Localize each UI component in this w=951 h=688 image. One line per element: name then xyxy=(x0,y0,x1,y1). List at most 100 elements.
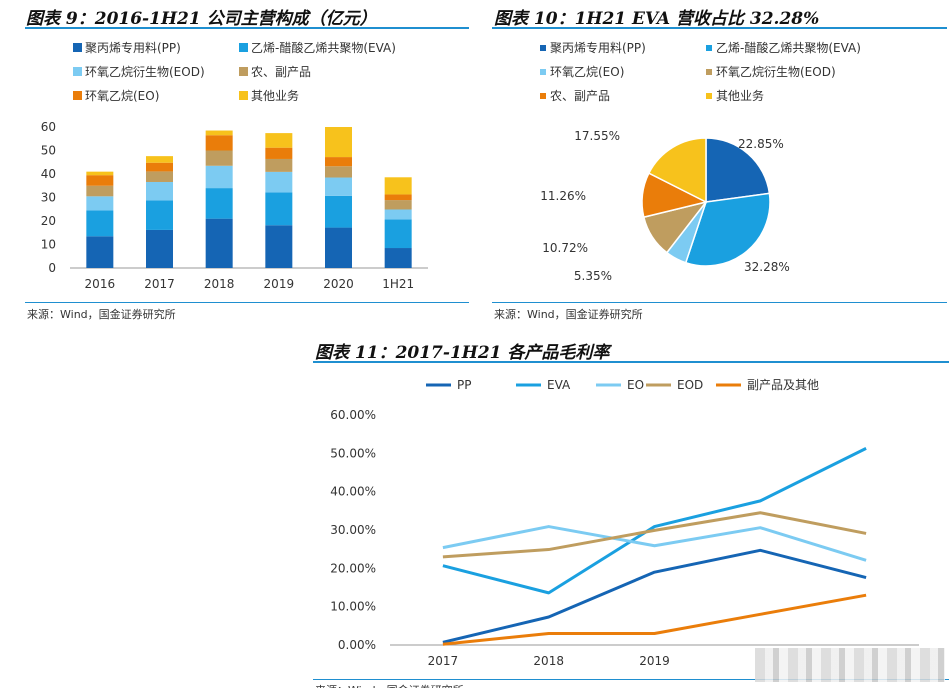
fig9-bar-2017-5 xyxy=(146,156,173,163)
fig9-legend-swatch-3 xyxy=(239,67,248,76)
fig10-slice-1 xyxy=(684,192,771,267)
fig9-title: 图表 9：2016-1H21 公司主营构成（亿元） xyxy=(26,9,377,29)
fig9-bar-2018-2 xyxy=(205,165,233,189)
fig9-bar-2019-1 xyxy=(265,192,293,226)
fig10-pie-chart: 聚丙烯专用料(PP) 乙烯-醋酸乙烯共聚物(EVA) 环氧乙烷(EO) 环氧乙烷衍生物… xyxy=(540,40,861,283)
fig9-bar-2019-4 xyxy=(265,147,293,159)
fig9-top-rule xyxy=(25,27,469,29)
fig9-bar-2016-2 xyxy=(86,196,114,211)
watermark-blur xyxy=(755,648,945,682)
fig9-ytick-6: 60 xyxy=(41,120,56,134)
fig9-bar-2020-5 xyxy=(325,127,352,158)
fig9-ytick-2: 20 xyxy=(41,214,56,228)
fig10-legend-swatch-0 xyxy=(540,45,546,51)
fig11-legend-label-1: EVA xyxy=(547,378,571,392)
fig10-legend-swatch-5 xyxy=(706,93,712,99)
fig9-bar-2017-4 xyxy=(146,162,173,172)
fig9-bar-2017-2 xyxy=(146,181,173,201)
fig9-bar-2016-5 xyxy=(86,171,114,176)
fig9-legend-swatch-5 xyxy=(239,91,248,100)
fig9-bar-2020-1 xyxy=(325,195,352,228)
fig10-legend-swatch-3 xyxy=(706,69,712,75)
fig9-ytick-5: 50 xyxy=(41,144,56,158)
fig10-slice-5 xyxy=(647,137,707,204)
fig9-bar-2018-3 xyxy=(205,150,233,166)
fig11-series-EOD xyxy=(442,511,867,559)
fig9-bar-2019-0 xyxy=(265,225,293,268)
fig9-ytick-4: 40 xyxy=(41,167,56,181)
fig9-legend-label-4: 环氧乙烷(EO) xyxy=(85,89,159,103)
fig11-top-rule xyxy=(313,361,949,363)
fig9-legend-label-2: 环氧乙烷衍生物(EOD) xyxy=(85,65,205,79)
fig9-xtick-5: 1H21 xyxy=(382,277,414,291)
fig9-bar-2018-1 xyxy=(205,188,233,219)
fig9-bar-2019-5 xyxy=(265,133,293,148)
fig9-legend-swatch-1 xyxy=(239,43,248,52)
fig10-legend-label-4: 农、副产品 xyxy=(550,89,610,103)
fig10-slice-label-4: 11.26% xyxy=(540,189,586,203)
fig9-xtick-0: 2016 xyxy=(85,277,116,291)
fig9-bar-2020-3 xyxy=(325,166,352,178)
fig9-bar-2017-0 xyxy=(146,229,173,268)
fig11-legend-label-4: 副产品及其他 xyxy=(747,378,819,392)
fig9-bar-2018-4 xyxy=(205,135,233,151)
fig9-bar-2016-0 xyxy=(86,236,114,268)
fig11-ytick-3: 30.00% xyxy=(330,523,376,537)
fig9-xtick-4: 2020 xyxy=(323,277,354,291)
fig10-slice-label-2: 5.35% xyxy=(574,269,612,283)
fig11-ytick-5: 50.00% xyxy=(330,446,376,460)
fig9-legend-swatch-2 xyxy=(73,67,82,76)
fig10-slice-label-5: 17.55% xyxy=(574,129,620,143)
fig9-source: 来源：Wind，国金证券研究所 xyxy=(27,308,176,321)
fig11-ytick-1: 10.00% xyxy=(330,600,376,614)
fig9-legend-label-3: 农、副产品 xyxy=(251,65,311,79)
fig9-bar-2016-4 xyxy=(86,175,114,186)
fig10-slice-label-0: 22.85% xyxy=(738,137,784,151)
fig9-legend-label-5: 其他业务 xyxy=(251,88,299,103)
fig9-xtick-3: 2019 xyxy=(264,277,295,291)
fig10-legend-label-0: 聚丙烯专用料(PP) xyxy=(550,40,646,55)
fig11-series-PP xyxy=(442,548,867,644)
fig9-stacked-bar-chart: 聚丙烯专用料(PP) 乙烯-醋酸乙烯共聚物(EVA) 环氧乙烷衍生物(EOD) 农、副… xyxy=(41,40,428,291)
fig9-bar-2019-2 xyxy=(265,171,293,193)
fig9-bar-2016-3 xyxy=(86,185,114,197)
fig9-bar-1H21-1 xyxy=(384,219,412,249)
fig11-line-chart: PP EVA EO EOD 副产品及其他 0.00% 10.00% 20.00% 30.00% 4… xyxy=(330,378,919,668)
fig9-bar-2016-1 xyxy=(86,210,114,237)
fig9-bar-1H21-2 xyxy=(384,209,412,220)
fig9-ytick-0: 0 xyxy=(48,261,56,275)
fig9-legend-label-1: 乙烯-醋酸乙烯共聚物(EVA) xyxy=(251,40,396,55)
fig10-slice-0 xyxy=(705,137,771,203)
fig9-xtick-1: 2017 xyxy=(144,277,175,291)
fig9-bottom-rule xyxy=(25,302,469,303)
fig9-bar-2018-5 xyxy=(205,130,233,136)
fig10-legend-swatch-4 xyxy=(540,93,546,99)
fig9-bar-2020-4 xyxy=(325,157,352,167)
fig9-ytick-1: 10 xyxy=(41,238,56,252)
fig10-bottom-rule xyxy=(492,302,947,303)
fig9-legend-swatch-0 xyxy=(73,43,82,52)
fig11-series-EVA xyxy=(442,447,867,595)
fig11-ytick-0: 0.00% xyxy=(338,638,376,652)
fig9-bar-1H21-4 xyxy=(384,194,412,201)
fig9-bar-2017-3 xyxy=(146,171,173,182)
fig10-legend-label-2: 环氧乙烷(EO) xyxy=(550,65,624,79)
fig10-legend-swatch-1 xyxy=(706,45,712,51)
fig11-ytick-4: 40.00% xyxy=(330,485,376,499)
fig11-legend-label-0: PP xyxy=(457,378,471,392)
fig11-series-EO xyxy=(442,525,867,562)
fig9-bar-2020-0 xyxy=(325,227,352,268)
fig10-legend-label-5: 其他业务 xyxy=(716,88,764,103)
fig9-bar-2019-3 xyxy=(265,158,293,172)
fig10-top-rule xyxy=(492,27,947,29)
fig9-bar-1H21-3 xyxy=(384,200,412,210)
fig9-bar-2020-2 xyxy=(325,177,352,196)
fig11-ytick-6: 60.00% xyxy=(330,408,376,422)
fig11-ytick-2: 20.00% xyxy=(330,561,376,575)
fig11-legend-label-2: EO xyxy=(627,378,644,392)
fig11-legend-label-3: EOD xyxy=(677,378,703,392)
fig9-bar-2017-1 xyxy=(146,200,173,230)
fig9-xtick-2: 2018 xyxy=(204,277,235,291)
fig10-legend-label-3: 环氧乙烷衍生物(EOD) xyxy=(716,65,836,79)
fig9-bar-1H21-0 xyxy=(384,248,412,268)
